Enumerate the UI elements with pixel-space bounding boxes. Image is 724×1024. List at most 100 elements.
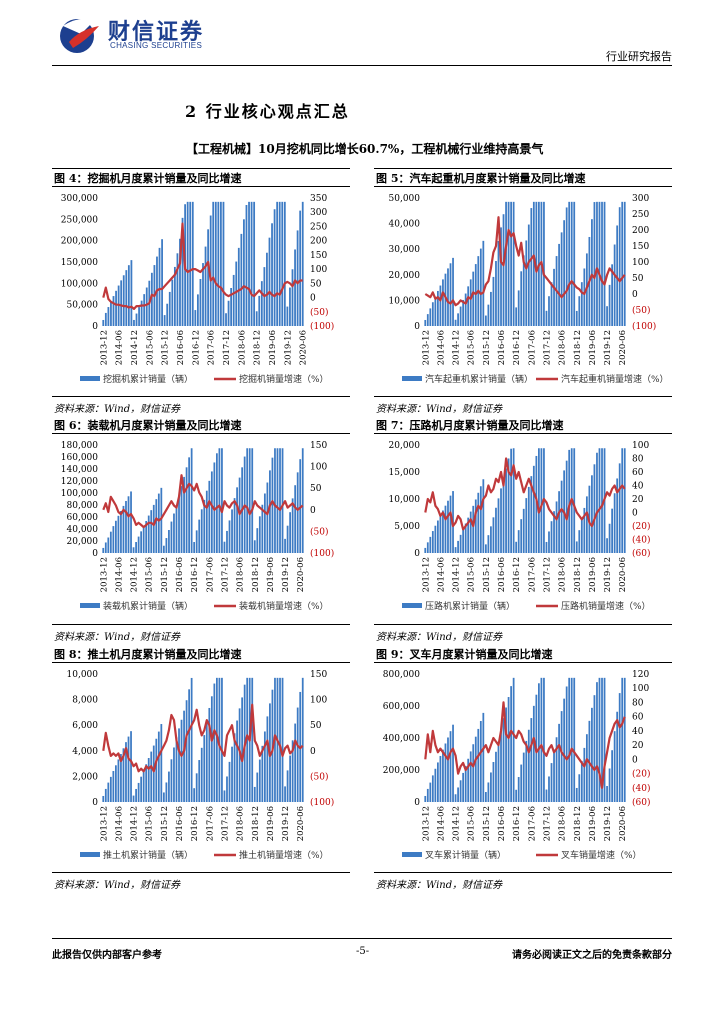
bar-mark	[502, 214, 505, 326]
bar-mark	[163, 315, 166, 326]
legend-bar-label: 压路机累计销量（辆）	[425, 600, 515, 612]
bar-mark	[495, 261, 497, 326]
growth-line	[424, 457, 626, 531]
bar-mark	[500, 227, 502, 326]
bar-mark	[467, 758, 470, 802]
left-axis-tick: 50,000	[389, 194, 421, 204]
bar-mark	[621, 448, 624, 553]
bar-mark	[209, 215, 212, 326]
right-axis-tick: (100)	[632, 321, 656, 332]
x-axis-tick: 2020-06	[618, 806, 628, 841]
x-axis-tick: 2015-12	[161, 330, 171, 365]
x-axis-tick: 2013-12	[99, 806, 109, 841]
bar-mark	[289, 755, 291, 802]
right-axis-tick: 350	[310, 194, 327, 204]
right-axis-tick: (100)	[310, 321, 334, 332]
bar-mark	[127, 265, 130, 326]
legend-bar-swatch	[402, 603, 422, 608]
bar-mark	[207, 229, 210, 326]
bar-mark	[527, 486, 530, 553]
bar-mark	[525, 240, 528, 326]
bar-mark	[212, 201, 215, 326]
bar-mark	[492, 762, 495, 802]
bar-mark	[171, 279, 174, 326]
bar-mark	[477, 728, 480, 802]
bar-mark	[140, 300, 143, 326]
x-axis-tick: 2013-12	[421, 330, 431, 365]
x-axis-tick: 2014-06	[114, 557, 124, 592]
right-axis-tick: 150	[310, 670, 327, 680]
bar-mark	[575, 787, 578, 802]
bar-mark	[580, 282, 583, 326]
bar-mark	[199, 278, 202, 326]
right-axis-tick: 80	[632, 455, 644, 465]
bar-mark	[553, 511, 555, 553]
bar-mark	[127, 736, 130, 802]
legend-line-label: 推土机销量增速（%）	[239, 849, 329, 861]
x-axis-tick: 2015-12	[160, 806, 170, 841]
bar-mark	[585, 496, 588, 553]
bar-mark	[515, 307, 518, 326]
bar-mark	[426, 542, 429, 553]
bar-mark	[515, 541, 518, 554]
legend-bar-swatch	[80, 603, 100, 608]
x-axis-tick: 2013-12	[99, 330, 109, 365]
bar-mark	[117, 759, 120, 802]
x-axis-tick: 2018-06	[558, 330, 568, 365]
bar-mark	[117, 515, 120, 553]
figure-5-title: 图 5：汽车起重机月度累计销量及同比增速	[376, 172, 586, 185]
bar-mark	[181, 217, 184, 326]
bar-mark	[135, 788, 137, 802]
bar-mark	[431, 302, 434, 326]
figure-9-source: 资料来源：Wind，财信证券	[376, 880, 503, 891]
bar-mark	[467, 286, 470, 326]
bar-mark	[135, 542, 137, 553]
x-axis-tick: 2015-12	[482, 806, 492, 841]
bar-mark	[125, 742, 127, 802]
left-axis-tick: 800,000	[383, 670, 420, 680]
bar-mark	[186, 201, 189, 326]
bar-mark	[575, 310, 578, 326]
bar-mark	[223, 790, 226, 802]
bar-mark	[623, 201, 626, 326]
bar-mark	[218, 448, 221, 553]
bar-mark	[517, 777, 520, 802]
figure-bottom-rule	[374, 396, 672, 397]
left-axis-tick: 6,000	[72, 721, 98, 731]
x-axis-tick: 2014-06	[436, 806, 446, 841]
figure-title-rule	[52, 433, 350, 434]
bar-mark	[558, 723, 560, 802]
bar-mark	[603, 201, 606, 326]
left-axis-tick: 200,000	[61, 237, 98, 247]
bar-mark	[623, 677, 626, 802]
bar-mark	[601, 677, 603, 802]
bar-mark	[155, 499, 158, 553]
bar-mark	[532, 705, 535, 802]
x-axis-tick: 2019-06	[588, 557, 598, 592]
bar-mark	[236, 487, 238, 553]
bar-mark	[157, 493, 160, 553]
left-axis-tick: 180,000	[61, 441, 98, 451]
bar-mark	[185, 700, 188, 802]
figure-9-chart: 800,000 600,000 400,000 200,000 0 120 100 80 60 4…	[383, 670, 651, 861]
bar-mark	[218, 677, 221, 802]
x-axis-tick: 2014-12	[452, 806, 462, 841]
bar-mark	[598, 201, 601, 326]
figure-bottom-rule	[52, 624, 350, 625]
figure-title-rule	[52, 186, 350, 187]
bar-mark	[479, 486, 482, 553]
right-axis-tick: 60	[632, 713, 644, 723]
bar-mark	[286, 525, 289, 553]
x-axis-tick: 2020-06	[296, 557, 306, 592]
x-axis-tick: 2017-06	[207, 330, 217, 365]
bar-mark	[429, 308, 432, 326]
left-axis-tick: 30,000	[389, 245, 421, 255]
growth-line	[424, 701, 626, 789]
bar-mark	[263, 731, 266, 802]
bar-mark	[258, 516, 261, 553]
bar-mark	[160, 487, 163, 553]
bar-mark	[233, 733, 236, 802]
bar-mark	[145, 287, 148, 326]
left-axis-tick: 140,000	[61, 465, 98, 475]
left-axis-tick: 0	[92, 322, 98, 332]
